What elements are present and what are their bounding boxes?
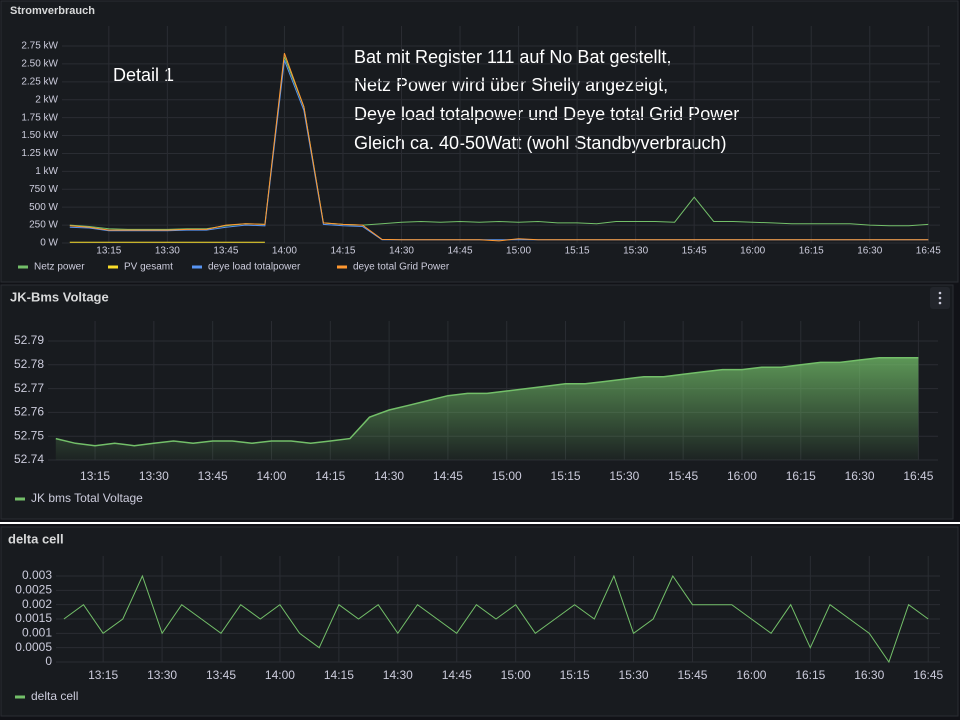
- x-tick-label: 16:15: [786, 469, 816, 483]
- x-tick-label: 14:30: [383, 668, 413, 682]
- x-tick-label: 15:15: [560, 668, 590, 682]
- x-tick-label: 14:00: [265, 668, 295, 682]
- series-line: [55, 356, 919, 447]
- y-tick-label: 0.001: [22, 626, 52, 640]
- x-tick-label: 16:30: [845, 469, 875, 483]
- x-tick-label: 16:30: [857, 246, 882, 257]
- x-tick-label: 14:15: [324, 668, 354, 682]
- y-tick-label: 0.002: [22, 597, 52, 611]
- legend-label: JK bms Total Voltage: [31, 491, 143, 505]
- y-tick-label: 52.75: [14, 428, 44, 442]
- x-tick-label: 15:00: [492, 469, 522, 483]
- annotation: Bat mit Register 111 auf No Bat gestellt…: [354, 47, 672, 67]
- x-tick-label: 15:00: [501, 668, 531, 682]
- x-tick-label: 15:30: [619, 668, 649, 682]
- x-tick-label: 16:30: [854, 668, 884, 682]
- x-tick-label: 16:00: [727, 469, 757, 483]
- x-tick-label: 13:30: [139, 469, 169, 483]
- x-tick-label: 16:45: [916, 246, 941, 257]
- x-tick-label: 13:45: [206, 668, 236, 682]
- x-tick-label: 14:15: [315, 469, 345, 483]
- x-tick-label: 15:15: [565, 246, 590, 257]
- x-tick-label: 14:45: [433, 469, 463, 483]
- legend-label: PV gesamt: [124, 262, 173, 273]
- y-tick-label: 0.0015: [15, 611, 52, 625]
- annotation: Detail 1: [113, 65, 174, 85]
- y-tick-label: 2 kW: [35, 94, 58, 105]
- dot: [938, 301, 942, 305]
- series-area: [55, 357, 919, 460]
- y-tick-label: 1.75 kW: [21, 112, 58, 123]
- series-line: [69, 53, 929, 242]
- dot: [938, 296, 942, 300]
- annotation: Netz Power wird über Shelly angezeigt,: [354, 75, 668, 95]
- y-tick-label: 2.50 kW: [21, 59, 58, 70]
- x-tick-label: 15:45: [668, 469, 698, 483]
- panel: [0, 0, 959, 283]
- y-tick-label: 0: [45, 654, 52, 668]
- x-tick-label: 16:45: [913, 668, 943, 682]
- y-tick-label: 52.79: [14, 333, 44, 347]
- dot: [938, 291, 942, 295]
- x-tick-label: 15:15: [551, 469, 581, 483]
- x-tick-label: 15:30: [609, 469, 639, 483]
- x-tick-label: 14:15: [330, 246, 355, 257]
- panel-title: delta cell: [8, 531, 64, 546]
- x-tick-label: 16:00: [736, 668, 766, 682]
- x-tick-label: 13:15: [80, 469, 110, 483]
- x-tick-label: 15:00: [506, 246, 531, 257]
- y-tick-label: 0.003: [22, 568, 52, 582]
- x-tick-label: 15:45: [682, 246, 707, 257]
- x-tick-label: 16:15: [799, 246, 824, 257]
- y-tick-label: 500 W: [29, 202, 58, 213]
- legend-label: deye load totalpower: [208, 262, 301, 273]
- x-tick-label: 14:45: [448, 246, 473, 257]
- panel-menu[interactable]: [930, 287, 950, 309]
- x-tick-label: 16:15: [795, 668, 825, 682]
- x-tick-label: 13:45: [213, 246, 238, 257]
- annotation: Deye load totalpower und Deye total Grid…: [354, 104, 739, 124]
- y-tick-label: 0.0005: [15, 640, 52, 654]
- legend-label: deye total Grid Power: [353, 262, 450, 273]
- x-tick-label: 14:45: [442, 668, 472, 682]
- x-tick-label: 15:45: [677, 668, 707, 682]
- x-tick-label: 14:00: [272, 246, 297, 257]
- x-tick-label: 13:30: [147, 668, 177, 682]
- y-tick-label: 52.74: [14, 452, 44, 466]
- x-tick-label: 16:00: [740, 246, 765, 257]
- x-tick-label: 16:45: [903, 469, 933, 483]
- panel: [0, 526, 959, 717]
- x-tick-label: 15:30: [623, 246, 648, 257]
- x-tick-label: 14:30: [389, 246, 414, 257]
- legend-label: Netz power: [34, 262, 85, 273]
- x-tick-label: 13:15: [88, 668, 118, 682]
- y-tick-label: 1.50 kW: [21, 130, 58, 141]
- y-tick-label: 52.76: [14, 405, 44, 419]
- y-tick-label: 750 W: [29, 184, 58, 195]
- y-tick-label: 52.78: [14, 357, 44, 371]
- y-tick-label: 0 W: [40, 238, 58, 249]
- y-tick-label: 0.0025: [15, 583, 52, 597]
- y-tick-label: 250 W: [29, 220, 58, 231]
- panel-title: JK-Bms Voltage: [10, 289, 109, 304]
- x-tick-label: 13:15: [96, 246, 121, 257]
- y-tick-label: 52.77: [14, 381, 44, 395]
- y-tick-label: 2.25 kW: [21, 76, 58, 87]
- legend-label: delta cell: [31, 689, 78, 703]
- x-tick-label: 14:00: [256, 469, 286, 483]
- y-tick-label: 1 kW: [35, 166, 58, 177]
- series-line: [63, 574, 929, 664]
- x-tick-label: 14:30: [374, 469, 404, 483]
- x-tick-label: 13:30: [155, 246, 180, 257]
- annotation: Gleich ca. 40-50Watt (wohl Standbyverbra…: [354, 133, 727, 153]
- panel-title: Stromverbrauch: [10, 5, 95, 17]
- y-tick-label: 2.75 kW: [21, 41, 58, 52]
- y-tick-label: 1.25 kW: [21, 148, 58, 159]
- x-tick-label: 13:45: [198, 469, 228, 483]
